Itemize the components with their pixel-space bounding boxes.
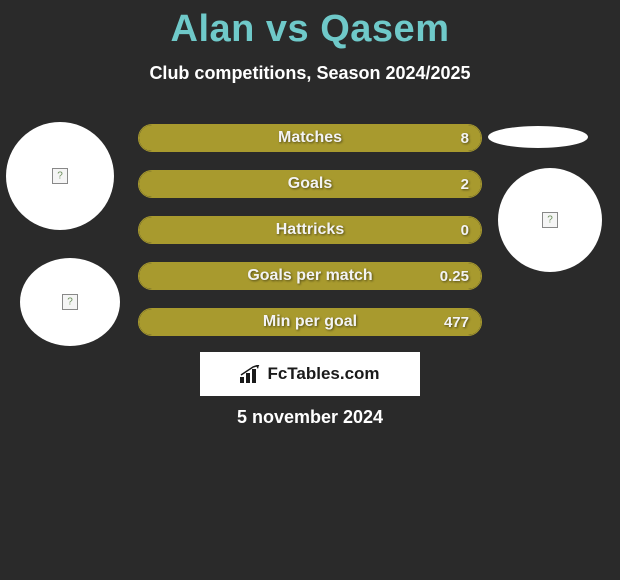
stat-value: 8 <box>461 125 469 151</box>
stat-row: Min per goal 477 <box>138 308 482 336</box>
stat-label: Goals <box>139 171 481 197</box>
stat-row: Matches 8 <box>138 124 482 152</box>
stat-label: Goals per match <box>139 263 481 289</box>
broken-image-icon <box>542 212 558 228</box>
broken-image-icon <box>52 168 68 184</box>
player-circle-2 <box>20 258 120 346</box>
player-circle-1 <box>6 122 114 230</box>
stat-value: 0 <box>461 217 469 243</box>
chart-icon <box>240 365 262 383</box>
stat-label: Min per goal <box>139 309 481 335</box>
stats-container: Matches 8 Goals 2 Hattricks 0 Goals per … <box>138 124 482 354</box>
broken-image-icon <box>62 294 78 310</box>
stat-row: Hattricks 0 <box>138 216 482 244</box>
stat-label: Matches <box>139 125 481 151</box>
stat-row: Goals per match 0.25 <box>138 262 482 290</box>
stat-row: Goals 2 <box>138 170 482 198</box>
player-circle-3 <box>498 168 602 272</box>
decorative-ellipse <box>488 126 588 148</box>
date-text: 5 november 2024 <box>0 407 620 428</box>
stat-value: 0.25 <box>440 263 469 289</box>
stat-value: 2 <box>461 171 469 197</box>
page-title: Alan vs Qasem <box>0 0 620 51</box>
fctables-logo: FcTables.com <box>200 352 420 396</box>
stat-value: 477 <box>444 309 469 335</box>
logo-text: FcTables.com <box>267 364 379 384</box>
stat-label: Hattricks <box>139 217 481 243</box>
subtitle: Club competitions, Season 2024/2025 <box>0 63 620 84</box>
